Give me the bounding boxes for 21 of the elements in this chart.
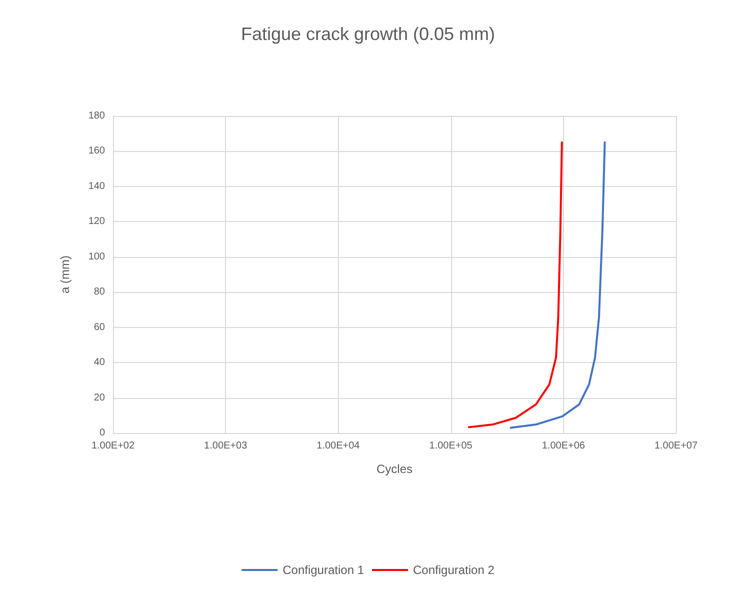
x-tick-label: 1.00E+03 xyxy=(204,440,248,452)
legend-label: Configuration 1 xyxy=(282,563,364,577)
y-tick-label: 0 xyxy=(99,428,106,438)
x-tick-label: 1.00E+04 xyxy=(316,440,360,452)
y-tick-label: 140 xyxy=(88,180,106,192)
y-tick-label: 60 xyxy=(94,322,106,333)
y-tick-label: 80 xyxy=(94,286,106,298)
x-axis-title: Cycles xyxy=(376,462,413,476)
x-tick-label: 1.00E+06 xyxy=(542,440,586,452)
y-axis-title: a (mm) xyxy=(58,256,72,294)
y-tick-label: 20 xyxy=(94,392,106,404)
x-tick-label: 1.00E+05 xyxy=(429,440,473,452)
y-tick-label: 180 xyxy=(88,110,106,122)
x-tick-label: 1.00E+07 xyxy=(654,440,698,452)
y-tick-label: 40 xyxy=(94,357,106,368)
y-tick-label: 160 xyxy=(88,146,106,157)
legend-label: Configuration 2 xyxy=(413,563,495,577)
x-tick-label: 1.00E+02 xyxy=(91,440,135,452)
chart-title: Fatigue crack growth (0.05 mm) xyxy=(240,24,496,44)
y-tick-label: 120 xyxy=(88,216,106,228)
y-tick-label: 100 xyxy=(88,251,106,262)
